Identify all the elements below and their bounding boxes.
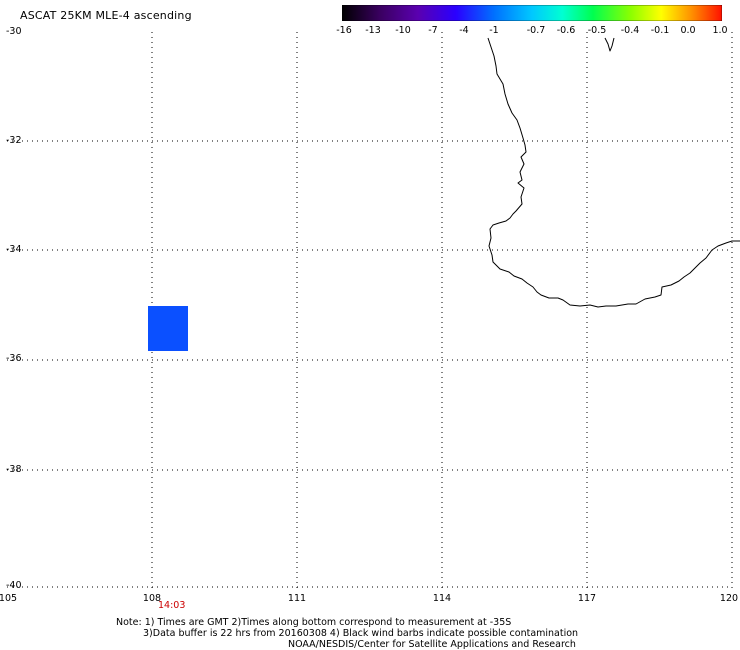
lat-label: -40 bbox=[6, 580, 22, 591]
note-line-2: 3)Data buffer is 22 hrs from 20160308 4)… bbox=[143, 628, 579, 639]
colorbar-label: -4 bbox=[459, 25, 469, 36]
colorbar-labels: -16 -13 -10 -7 -4 -1 -0.7 -0.6 -0.5 -0.4… bbox=[326, 25, 740, 39]
colorbar-label: -0.5 bbox=[587, 25, 607, 36]
lon-label: 120 bbox=[719, 593, 739, 604]
notes: Note: 1) Times are GMT 2)Times along bot… bbox=[116, 617, 578, 650]
lat-label: -30 bbox=[6, 26, 22, 37]
lat-label: -38 bbox=[6, 464, 22, 475]
lat-label: -36 bbox=[6, 353, 22, 364]
colorbar-label: -0.4 bbox=[620, 25, 640, 36]
colorbar-label: -0.1 bbox=[650, 25, 670, 36]
lon-label: 111 bbox=[287, 593, 307, 604]
note-line-1: Note: 1) Times are GMT 2)Times along bot… bbox=[116, 617, 512, 628]
map-title: ASCAT 25KM MLE-4 ascending bbox=[20, 9, 192, 22]
colorbar-label: -1 bbox=[489, 25, 499, 36]
colorbar-label: -10 bbox=[395, 25, 411, 36]
note-line-3: NOAA/NESDIS/Center for Satellite Applica… bbox=[288, 639, 576, 650]
lat-label: -32 bbox=[6, 135, 22, 146]
grid-lines bbox=[7, 32, 733, 588]
colorbar-label: -13 bbox=[365, 25, 381, 36]
lat-label: -34 bbox=[6, 244, 22, 255]
lon-label: 117 bbox=[577, 593, 597, 604]
colorbar-label: -7 bbox=[428, 25, 438, 36]
colorbar bbox=[342, 5, 722, 21]
colorbar-label: 0.0 bbox=[680, 25, 696, 36]
pass-time-label: 14:03 bbox=[158, 600, 186, 611]
wind-data-cell bbox=[148, 306, 188, 351]
lon-label: 105 bbox=[0, 593, 18, 604]
colorbar-label: -0.6 bbox=[556, 25, 576, 36]
colorbar-label: -16 bbox=[336, 25, 352, 36]
colorbar-label: 1.0 bbox=[712, 25, 728, 36]
colorbar-label: -0.7 bbox=[526, 25, 546, 36]
lon-label: 114 bbox=[432, 593, 452, 604]
lon-label: 108 bbox=[142, 593, 162, 604]
coastline-australia bbox=[487, 37, 740, 308]
